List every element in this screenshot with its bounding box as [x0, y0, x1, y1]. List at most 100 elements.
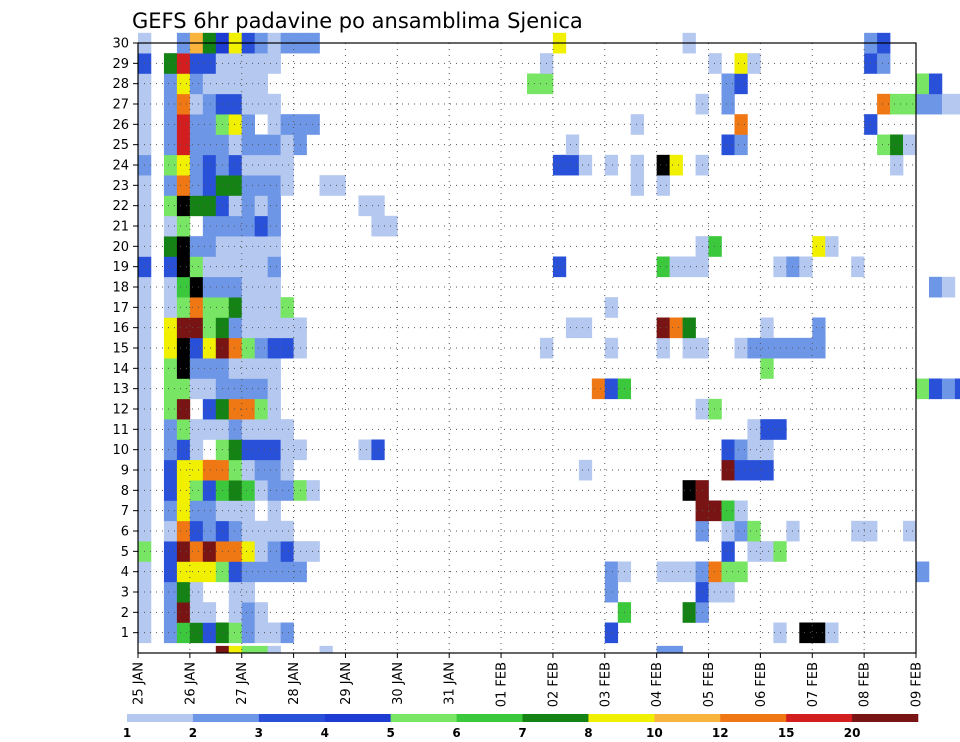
- heatmap-cell: [682, 256, 696, 278]
- heatmap-cell: [812, 236, 826, 257]
- heatmap-cell: [202, 317, 217, 339]
- heatmap-cell: [163, 358, 178, 379]
- heatmap-cell: [241, 520, 255, 542]
- heatmap-cell: [228, 581, 243, 603]
- y-tick-label: 4: [121, 565, 129, 580]
- heatmap-cell: [228, 480, 243, 501]
- heatmap-cell: [163, 520, 178, 542]
- colorbar-segment: [852, 714, 919, 722]
- heatmap-cell: [656, 645, 670, 654]
- colorbar-segment: [522, 714, 589, 722]
- heatmap-cell: [228, 195, 243, 217]
- heatmap-cell: [163, 419, 178, 440]
- heatmap-cell: [721, 134, 735, 156]
- heatmap-cell: [228, 53, 243, 74]
- heatmap-cell: [163, 53, 178, 74]
- heatmap-cell: [189, 297, 204, 318]
- heatmap-cell: [254, 419, 268, 440]
- heatmap-cell: [189, 73, 204, 95]
- heatmap-cell: [176, 175, 191, 196]
- heatmap-cell: [176, 256, 191, 278]
- heatmap-cell: [241, 561, 255, 583]
- heatmap-cell: [384, 215, 398, 237]
- heatmap-cell: [254, 175, 268, 196]
- heatmap-cell: [241, 439, 255, 461]
- heatmap-cell: [280, 154, 294, 176]
- colorbar-segment: [258, 714, 326, 722]
- heatmap-cell: [267, 419, 281, 440]
- heatmap-cell: [176, 541, 191, 562]
- heatmap-cell: [254, 602, 268, 623]
- heatmap-cell: [267, 520, 281, 542]
- heatmap-cell: [565, 317, 580, 339]
- heatmap-cell: [176, 419, 191, 440]
- heatmap-cell: [656, 256, 670, 278]
- heatmap-cell: [734, 134, 748, 156]
- heatmap-cell: [176, 358, 191, 379]
- y-tick-label: 1: [121, 626, 129, 641]
- heatmap-cell: [228, 236, 243, 257]
- heatmap-cell: [189, 622, 204, 644]
- heatmap-cell: [189, 195, 204, 217]
- heatmap-cell: [812, 622, 826, 644]
- heatmap-cell: [254, 358, 268, 379]
- heatmap-cell: [176, 276, 191, 298]
- heatmap-cell: [176, 602, 191, 623]
- heatmap-cell: [228, 622, 243, 644]
- heatmap-cell: [163, 459, 178, 481]
- y-tick-label: 2: [121, 606, 129, 621]
- heatmap-cell: [760, 358, 774, 379]
- heatmap-cell: [280, 480, 294, 501]
- x-tick-label: 01 FEB: [495, 662, 510, 707]
- heatmap-cell: [267, 645, 281, 654]
- heatmap-cell: [928, 73, 943, 95]
- heatmap-cell: [280, 561, 294, 583]
- heatmap-cell: [669, 256, 683, 278]
- heatmap-cell: [176, 622, 191, 644]
- heatmap-cell: [241, 419, 255, 440]
- heatmap-cell: [721, 439, 735, 461]
- heatmap-cell: [280, 114, 294, 135]
- heatmap-cell: [669, 561, 683, 583]
- heatmap-cell: [254, 215, 268, 237]
- x-tick-label: 25 JAN: [132, 662, 147, 705]
- x-tick-label: 09 FEB: [910, 662, 925, 707]
- heatmap-cell: [669, 645, 683, 654]
- heatmap-cell: [254, 541, 268, 562]
- heatmap-cell: [228, 297, 243, 318]
- x-tick-label: 08 FEB: [858, 662, 873, 707]
- heatmap-cell: [228, 459, 243, 481]
- heatmap-cell: [176, 297, 191, 318]
- heatmap-cell: [254, 93, 268, 115]
- heatmap-cell: [267, 480, 281, 501]
- heatmap-cell: [267, 541, 281, 562]
- heatmap-cell: [254, 398, 268, 420]
- heatmap-cell: [202, 602, 217, 623]
- heatmap-cell: [189, 154, 204, 176]
- heatmap-cell: [734, 520, 748, 542]
- x-tick-label: 03 FEB: [598, 662, 613, 707]
- heatmap-cell: [747, 541, 761, 562]
- heatmap-cell: [280, 622, 294, 644]
- heatmap-cell: [578, 154, 593, 176]
- y-tick-label: 24: [112, 159, 129, 174]
- y-tick-label: 13: [112, 382, 129, 397]
- heatmap-cell: [747, 459, 761, 481]
- heatmap-cell: [163, 114, 178, 135]
- heatmap-cell: [176, 561, 191, 583]
- heatmap-cell: [241, 622, 255, 644]
- heatmap-cell: [176, 195, 191, 217]
- heatmap-cell: [163, 378, 178, 400]
- heatmap-cell: [241, 358, 255, 379]
- heatmap-cell: [176, 236, 191, 257]
- x-tick-label: 04 FEB: [650, 662, 665, 707]
- heatmap-cell: [527, 73, 541, 95]
- heatmap-cell: [280, 297, 294, 318]
- heatmap-cell: [941, 378, 956, 400]
- colorbar-label: 6: [452, 726, 460, 740]
- heatmap-cell: [176, 337, 191, 359]
- heatmap-cell: [721, 459, 735, 481]
- heatmap-cell: [241, 317, 255, 339]
- heatmap-cell: [916, 73, 930, 95]
- heatmap-cell: [734, 337, 748, 359]
